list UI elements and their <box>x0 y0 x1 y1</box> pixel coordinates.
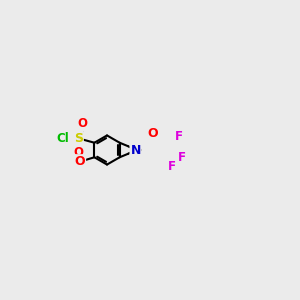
Text: O: O <box>74 146 83 159</box>
Text: N: N <box>130 143 141 157</box>
Text: O: O <box>74 155 85 168</box>
Text: O: O <box>148 128 158 140</box>
Text: F: F <box>178 151 186 164</box>
Text: F: F <box>175 130 183 143</box>
Text: S: S <box>74 132 83 145</box>
Text: Cl: Cl <box>56 132 69 145</box>
Text: F: F <box>168 160 176 172</box>
Text: O: O <box>78 117 88 130</box>
